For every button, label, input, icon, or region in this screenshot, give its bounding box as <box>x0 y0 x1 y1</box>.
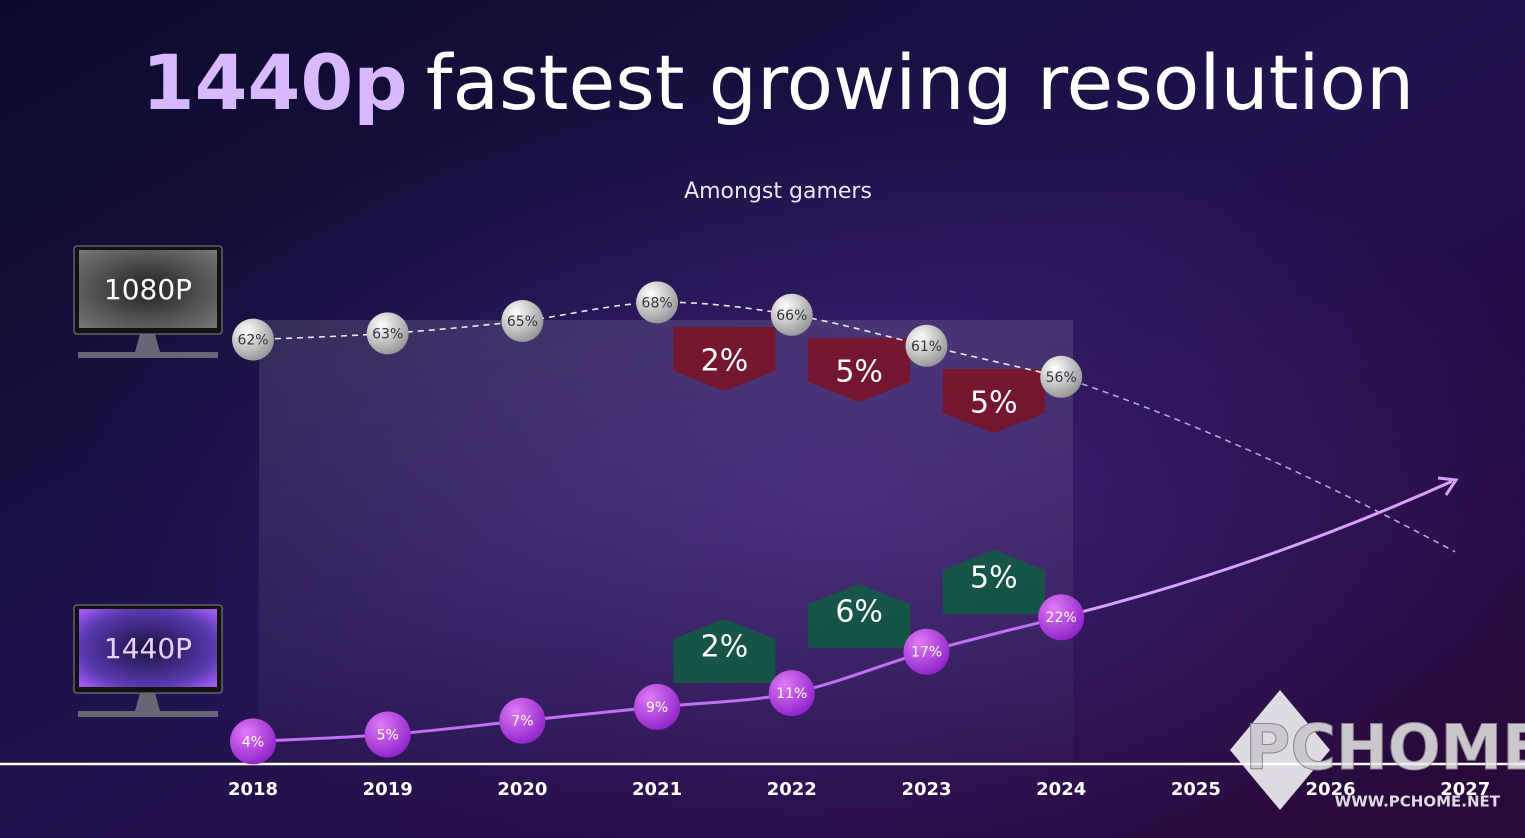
badge-label: 2% <box>701 630 749 665</box>
arrow-head <box>1437 476 1459 496</box>
data-point <box>905 324 948 367</box>
data-point <box>768 670 815 717</box>
data-point <box>230 718 276 765</box>
monitor-stand <box>78 334 218 358</box>
data-label: 4% <box>242 734 264 750</box>
watermark-url: WWW.PCHOME.NET <box>1335 793 1501 811</box>
monitor-label: 1440P <box>104 632 192 665</box>
growth-badge <box>808 584 911 648</box>
data-label: 11% <box>776 686 807 702</box>
monitor-screen <box>79 609 217 687</box>
badge-label: 5% <box>970 561 1018 596</box>
badge-label: 2% <box>701 344 749 379</box>
monitor-1080: 1080P <box>73 245 223 358</box>
decline-badge <box>942 369 1045 433</box>
chart-title: 1440p fastest growing resolution <box>142 38 1414 127</box>
projection-line <box>1060 376 1456 553</box>
growth-badge <box>942 550 1045 614</box>
data-point <box>1038 594 1085 641</box>
projection-line <box>1060 479 1453 619</box>
decline-badge <box>808 338 911 402</box>
x-tick-label: 2026 <box>1306 779 1356 800</box>
data-label: 63% <box>372 326 403 342</box>
data-label: 5% <box>377 728 399 744</box>
monitor-label: 1080P <box>104 273 192 306</box>
x-tick-label: 2019 <box>363 779 413 800</box>
data-point <box>501 300 544 342</box>
x-tick-label: 2024 <box>1036 779 1086 800</box>
x-tick-label: 2022 <box>767 779 817 800</box>
x-tick-label: 2018 <box>228 779 278 800</box>
growth-badge <box>673 619 776 683</box>
watermark-diamond <box>1230 690 1330 810</box>
data-label: 22% <box>1046 610 1077 626</box>
x-tick-label: 2027 <box>1440 779 1490 800</box>
data-label: 7% <box>511 714 533 730</box>
data-point <box>499 697 546 744</box>
x-tick-label: 2025 <box>1171 779 1221 800</box>
data-label: 62% <box>237 333 268 349</box>
data-label: 65% <box>507 314 538 330</box>
subtitle: Amongst gamers <box>684 179 872 204</box>
data-label: 66% <box>776 308 807 324</box>
monitor-screen <box>79 250 217 328</box>
watermark: PCHOME WWW.PCHOME.NET <box>1230 690 1525 811</box>
data-point <box>364 711 411 758</box>
badge-label: 5% <box>970 386 1018 421</box>
badge-label: 6% <box>835 595 883 630</box>
data-label: 68% <box>642 295 673 311</box>
data-label: 17% <box>911 645 942 661</box>
data-label: 9% <box>646 700 668 716</box>
watermark-logo: PCHOME <box>1245 711 1525 784</box>
monitor-1440: 1440P <box>73 604 223 717</box>
data-point <box>1040 355 1083 398</box>
data-label: 61% <box>911 339 942 355</box>
decline-badge <box>673 327 776 391</box>
x-tick-label: 2023 <box>901 779 951 800</box>
x-tick-label: 2020 <box>497 779 547 800</box>
data-point <box>232 318 274 361</box>
badge-label: 5% <box>835 355 883 390</box>
title-rest: fastest growing resolution <box>426 38 1414 127</box>
data-point <box>636 281 679 324</box>
data-label: 56% <box>1046 370 1077 386</box>
data-point <box>366 312 409 355</box>
title-highlight: 1440p <box>142 38 408 127</box>
data-point <box>634 683 681 730</box>
data-point <box>770 293 813 336</box>
monitor-stand <box>78 693 218 717</box>
x-tick-label: 2021 <box>632 779 682 800</box>
data-point <box>903 628 950 675</box>
